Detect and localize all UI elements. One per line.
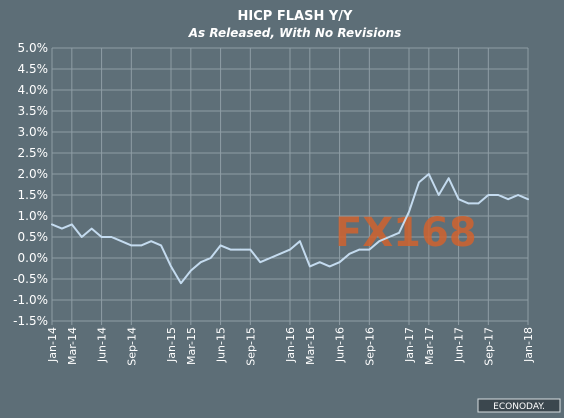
data-point — [80, 236, 83, 238]
data-point — [299, 240, 301, 242]
data-point — [170, 265, 172, 268]
data-point — [457, 198, 460, 200]
data-point — [358, 248, 361, 251]
x-tick-label: Mar-14 — [66, 327, 79, 365]
data-point — [130, 244, 133, 247]
data-point — [219, 244, 222, 247]
y-tick-label: 2.0% — [18, 167, 49, 181]
data-point — [507, 198, 509, 200]
data-point — [100, 236, 103, 238]
data-point — [209, 257, 212, 259]
source-badge-box — [477, 398, 561, 413]
y-tick-label: 5.0% — [18, 41, 49, 55]
x-tick-label: Sep-14 — [125, 327, 138, 366]
data-point — [289, 248, 291, 251]
x-tick-label: Sep-16 — [363, 327, 376, 366]
x-tick-label: Mar-16 — [304, 327, 317, 365]
data-point — [497, 194, 500, 196]
x-tick-label: Mar-15 — [185, 327, 198, 365]
data-point — [279, 253, 281, 255]
series-layer — [51, 173, 529, 285]
data-point — [517, 194, 519, 196]
x-tick-label: Mar-17 — [423, 327, 436, 365]
data-point — [110, 236, 113, 238]
gridlines — [51, 47, 529, 322]
data-point — [199, 261, 202, 264]
data-point — [90, 227, 93, 230]
data-point — [388, 236, 390, 238]
data-point — [408, 211, 410, 213]
data-point — [328, 265, 331, 268]
data-point — [348, 253, 351, 255]
data-point — [190, 269, 192, 272]
x-tick-label: Jun-14 — [96, 327, 109, 363]
data-point — [269, 257, 271, 259]
x-tick-label: Jan-18 — [522, 327, 535, 363]
y-tick-label: 0.0% — [18, 251, 49, 265]
chart-subtitle: As Released, With No Revisions — [188, 26, 402, 40]
data-point — [447, 177, 450, 179]
data-point — [61, 227, 63, 230]
data-point — [428, 173, 430, 175]
data-point — [160, 244, 162, 247]
data-point — [477, 202, 480, 205]
data-point — [338, 261, 341, 264]
source-badge: ECONODAY. — [477, 398, 561, 413]
y-tick-label: -1.0% — [13, 293, 48, 307]
data-point — [150, 240, 152, 242]
y-tick-label: 3.5% — [18, 104, 49, 118]
x-tick-label: Sep-17 — [482, 327, 495, 366]
x-tick-label: Jun-17 — [453, 327, 466, 363]
data-point — [487, 194, 490, 196]
x-tick-label: Jan-15 — [165, 327, 178, 363]
data-point — [437, 194, 440, 196]
data-point — [378, 240, 381, 242]
chart-title: HICP FLASH Y/Y — [238, 9, 353, 24]
y-tick-label: 1.5% — [18, 188, 49, 202]
y-tick-label: 4.5% — [18, 62, 49, 76]
y-tick-label: 4.0% — [18, 83, 49, 97]
source-badge-text: ECONODAY. — [493, 402, 545, 412]
axes — [51, 48, 529, 325]
y-tick-label: 3.0% — [18, 125, 49, 139]
data-point — [180, 282, 182, 285]
y-tick-labels: 5.0% 4.5% 4.0% 3.5% 3.0% 2.5% 2.0% 1.5% 1.0% 0.5%… — [13, 41, 48, 328]
y-tick-label: -1.5% — [13, 314, 48, 328]
y-tick-label: 1.0% — [18, 209, 49, 223]
data-point — [71, 223, 73, 226]
x-tick-label: Jun-16 — [334, 327, 347, 363]
x-tick-label: Jan-14 — [46, 327, 59, 363]
data-point — [309, 265, 311, 268]
y-tick-label: 0.5% — [18, 230, 49, 244]
data-point — [418, 181, 420, 184]
data-point — [51, 223, 53, 226]
data-point — [140, 244, 143, 247]
data-point — [229, 248, 232, 251]
y-tick-label: 2.5% — [18, 146, 49, 160]
data-point — [467, 202, 470, 205]
x-tick-label: Jun-15 — [215, 327, 228, 363]
data-point — [368, 248, 371, 251]
data-point — [120, 240, 123, 242]
x-tick-label: Jan-16 — [284, 327, 297, 363]
x-tick-labels: Jan-14 Mar-14 Jun-14 Sep-14 Jan-15 Mar-15 Jun-… — [46, 327, 535, 366]
data-point — [398, 232, 400, 234]
data-point — [318, 261, 321, 264]
x-tick-label: Jan-17 — [403, 327, 416, 363]
data-point — [249, 248, 252, 251]
data-point — [239, 248, 242, 251]
data-point — [259, 261, 262, 264]
y-tick-label: -0.5% — [13, 272, 48, 286]
x-tick-label: Sep-15 — [244, 327, 257, 366]
data-point — [527, 198, 529, 200]
